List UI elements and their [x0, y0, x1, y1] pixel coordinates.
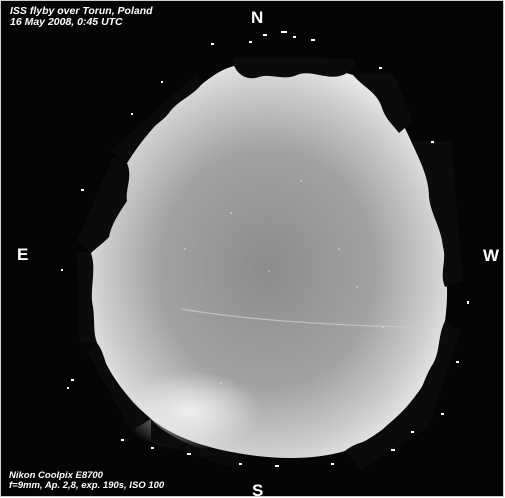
camera-settings: f=9mm, Ap. 2,8, exp. 190s, ISO 100	[9, 480, 165, 491]
title-line: ISS flyby over Torun, Poland	[10, 5, 153, 17]
title-caption: ISS flyby over Torun, Poland 16 May 2008…	[10, 6, 153, 28]
compass-west: W	[483, 246, 500, 265]
camera-model: Nikon Coolpix E8700	[9, 470, 103, 481]
date-line: 16 May 2008, 0:45 UTC	[10, 16, 123, 28]
stars	[184, 180, 384, 384]
horizon-glow	[121, 371, 261, 451]
camera-caption: Nikon Coolpix E8700 f=9mm, Ap. 2,8, exp.…	[9, 471, 164, 491]
compass-north: N	[251, 8, 264, 27]
compass-east: E	[17, 245, 29, 264]
horizon-lights	[61, 31, 469, 467]
tree-silhouettes	[77, 57, 463, 471]
iss-trail	[180, 308, 412, 328]
compass-south: S	[252, 481, 264, 497]
sky-disk	[87, 63, 448, 458]
